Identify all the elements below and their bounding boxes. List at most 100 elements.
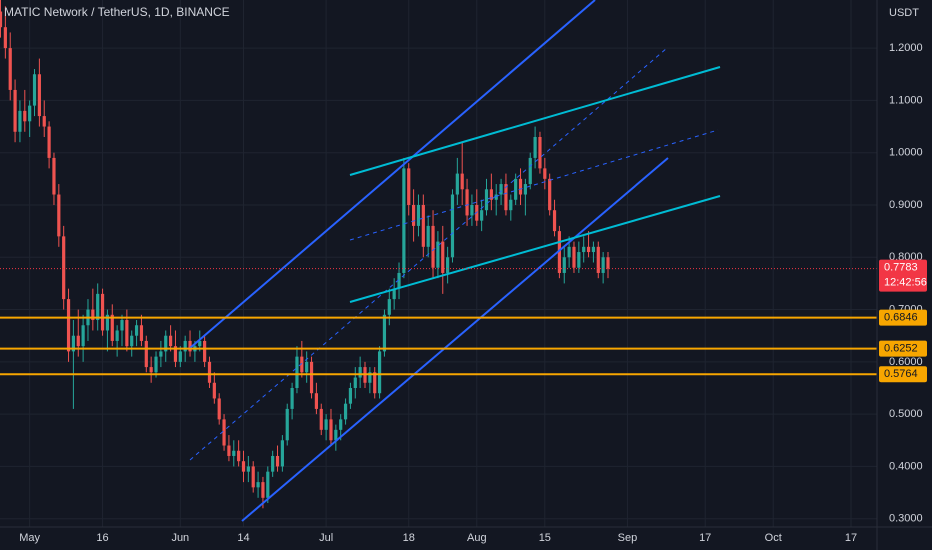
x-tick-label: 17 — [845, 532, 857, 544]
candle-body — [538, 137, 542, 169]
candle-body — [441, 241, 445, 273]
candle-body — [37, 74, 41, 117]
y-tick-label: 0.5000 — [889, 408, 923, 420]
y-tick-label: 1.2000 — [889, 42, 923, 54]
y-tick-label: 0.3000 — [889, 513, 923, 525]
candle-body — [402, 168, 406, 273]
candle-body — [518, 178, 523, 195]
candle-body — [241, 461, 246, 472]
candle-body — [358, 367, 362, 378]
candle-body — [562, 257, 566, 273]
candle-body — [285, 408, 289, 441]
y-tick-label: 0.4000 — [889, 460, 923, 472]
candle-body — [8, 48, 12, 90]
candle-body — [586, 246, 591, 253]
candle-body — [528, 157, 532, 185]
candle-body — [523, 184, 527, 195]
candle-body — [343, 403, 348, 420]
channel-mid — [189, 47, 668, 461]
candle-body — [309, 361, 314, 394]
candle-body — [382, 314, 387, 352]
y-tick-label: 0.9000 — [889, 199, 923, 211]
candle-body — [339, 419, 343, 430]
candle-body — [91, 309, 95, 321]
candle-body — [62, 236, 66, 300]
candle-body — [596, 246, 600, 273]
candle-body — [246, 466, 250, 472]
x-tick-label: 18 — [403, 532, 415, 544]
candle-body — [543, 168, 547, 179]
candle-body — [251, 466, 255, 488]
candle-body — [484, 189, 489, 211]
candle-body — [52, 157, 56, 195]
candle-body — [499, 184, 503, 195]
candle-body — [81, 325, 85, 347]
candle-body — [0, 11, 3, 28]
candle-body — [203, 340, 207, 362]
candle-body — [436, 241, 440, 268]
candle-body — [489, 189, 493, 200]
y-tick-label: 0.6000 — [889, 356, 923, 368]
flag-lower — [349, 195, 721, 303]
overlays: 0.30000.40000.50000.60000.70000.80000.90… — [0, 42, 927, 544]
candle-body — [134, 325, 139, 336]
candle-body — [159, 351, 163, 357]
candle-body — [198, 340, 202, 347]
candle-body — [115, 330, 119, 341]
candle-body — [392, 288, 396, 300]
candle-body — [460, 173, 464, 190]
candle-body — [256, 482, 260, 488]
y-tick-label: 1.0000 — [889, 147, 923, 159]
candle-body — [232, 450, 236, 456]
candle-body — [290, 387, 294, 409]
x-tick-label: 15 — [539, 532, 551, 544]
candle-body — [169, 335, 173, 347]
candle-body — [222, 419, 226, 446]
candle-body — [387, 299, 391, 315]
candle-body — [470, 204, 474, 216]
x-tick-label: 16 — [96, 532, 108, 544]
candle-body — [509, 199, 513, 211]
candle-body — [42, 116, 46, 127]
candle-body — [368, 372, 372, 383]
candle-body — [426, 225, 430, 247]
candle-body — [105, 314, 110, 331]
candle-body — [266, 471, 270, 498]
candle-body — [271, 455, 275, 472]
x-tick-label: Jul — [319, 532, 333, 544]
candle-body — [348, 387, 353, 404]
last-price-label: 0.7783 — [884, 262, 918, 274]
candle-body — [480, 210, 484, 221]
flag-upper — [349, 66, 721, 176]
level-label: 0.6846 — [884, 312, 918, 324]
chart-title: MATIC Network / TetherUS, 1D, BINANCE — [4, 5, 230, 19]
candle-body — [465, 189, 469, 216]
candle-body — [164, 335, 168, 352]
candle-body — [144, 340, 148, 368]
candle-body — [552, 210, 557, 232]
candle-body — [494, 194, 498, 200]
candle-body — [18, 110, 22, 132]
channel-upper — [189, 0, 596, 349]
candle-body — [120, 320, 124, 331]
candle-body — [47, 126, 51, 158]
candle-body — [319, 408, 323, 430]
candle-body — [275, 455, 280, 467]
x-tick-label: 14 — [237, 532, 249, 544]
candle-body — [96, 293, 100, 321]
x-tick-label: Jun — [171, 532, 189, 544]
candle-body — [533, 137, 537, 158]
candle-body — [178, 351, 182, 362]
level-label: 0.6252 — [884, 343, 918, 355]
candle-body — [377, 351, 382, 394]
candle-body — [504, 184, 508, 211]
candle-body — [305, 361, 309, 373]
candle-body — [353, 377, 357, 388]
candle-body — [431, 225, 435, 268]
candle-body — [280, 440, 284, 467]
candle-body — [173, 346, 178, 362]
candle-body — [324, 419, 328, 430]
candle-body — [217, 398, 221, 420]
x-tick-label: Aug — [467, 532, 487, 544]
